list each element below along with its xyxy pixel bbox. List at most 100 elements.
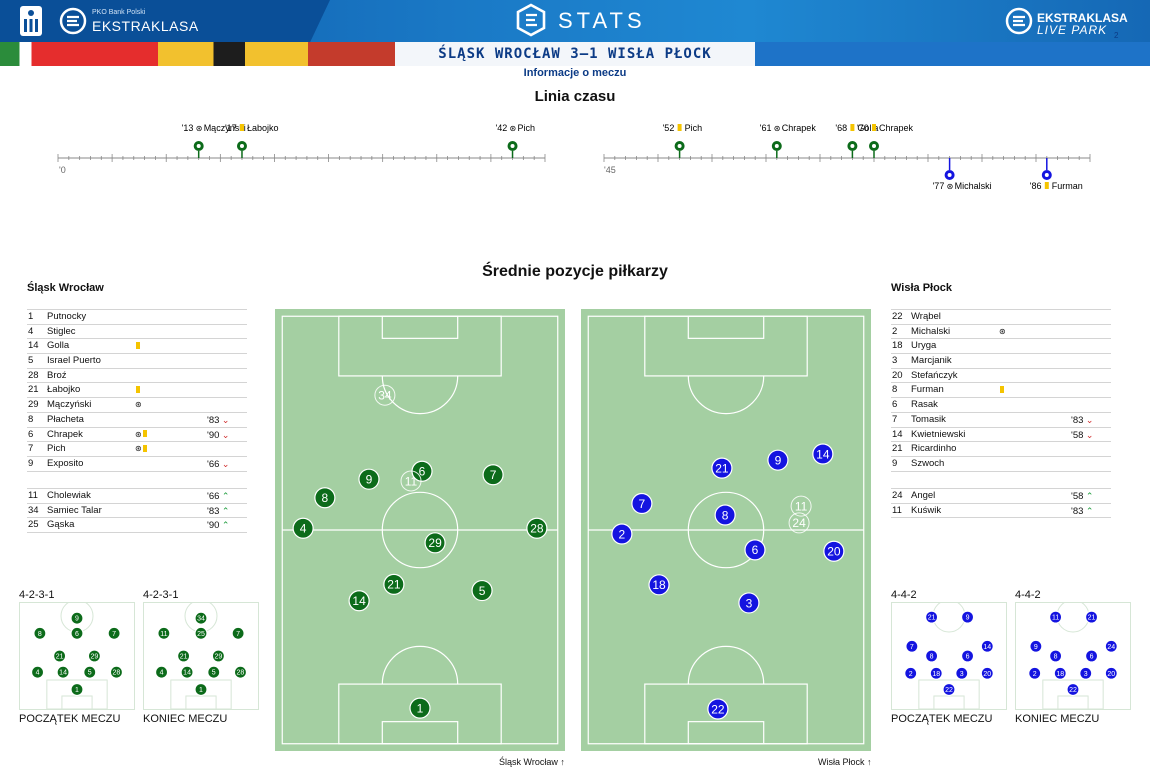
player-name: Broź [47,369,67,381]
lineup-row[interactable]: 4 Stiglec [27,325,247,340]
lineup-row[interactable]: 2 Michalski ⊛ [891,325,1111,340]
home-average-positions-pitch: 34 6 9 11 7 8 4 28 29 21 5 14 1 [275,309,565,751]
formation-player-marker: 8 [1048,649,1063,663]
header-graphics [20,3,1033,37]
lineup-row[interactable]: 14 Kwietniewski '58 ⌄ [891,428,1111,443]
lineup-row[interactable]: 21 Łabojko [27,383,247,399]
lineup-row[interactable]: 9 Szwoch [891,457,1111,472]
svg-text:29: 29 [428,536,442,550]
lineup-row[interactable]: 8 Płacheta '83 ⌄ [27,413,247,428]
svg-text:14: 14 [983,644,991,651]
formation-player-marker: 6 [960,649,975,663]
away-formation-start: 4-4-2 [891,589,917,601]
player-number: 14 [892,428,903,440]
formation-player-marker: 29 [87,649,102,663]
right-brand-line2: LIVE PARK [1037,23,1108,37]
yellow-card-icon [677,124,682,131]
timeline-home-event: '61 ⊛ Chrapek [760,123,817,158]
formation-player-marker: 14 [56,665,70,679]
lineup-row[interactable]: 18 Uryga [891,339,1111,355]
formation-player-marker: 25 [194,626,208,640]
player-number: 1 [28,311,34,322]
timeline-away-event: '77 ⊛ Michalski [933,158,992,191]
event-player: Chrapek [782,123,817,133]
goal-icon: ⊛ [196,124,203,133]
substitution-time: '66 ⌄ [207,457,229,472]
formation-player-marker: 6 [1084,649,1099,663]
formation-player-marker: 7 [231,626,245,640]
lineup-row[interactable]: 3 Marcjanik [891,354,1111,369]
formation-player-marker: 21 [52,649,67,663]
lineup-row[interactable]: 14 Golla [27,339,247,355]
player-name: Gąska [47,519,75,531]
formation-player-marker: 4 [30,665,45,679]
formation-player-marker: 18 [929,666,943,680]
player-number: 8 [28,413,34,425]
formation-player-marker: 20 [1104,666,1118,680]
event-player: Pich [518,123,536,133]
svg-text:5: 5 [479,584,486,598]
formation-player-marker: 3 [1079,666,1093,680]
svg-text:25: 25 [197,631,205,638]
substitution-time: '83 ⌄ [1071,413,1093,428]
svg-text:21: 21 [180,654,188,661]
away-average-positions-pitch: 9 14 21 7 11 8 24 2 6 20 18 3 22 [581,309,871,751]
svg-text:4: 4 [160,670,164,677]
lineup-row[interactable]: 8 Furman [891,383,1111,399]
player-name: Uryga [911,340,937,352]
svg-text:8: 8 [322,491,329,505]
svg-text:1: 1 [417,701,424,715]
formation-player-marker: 9 [960,610,975,624]
svg-text:18: 18 [932,671,940,678]
svg-text:21: 21 [56,654,64,661]
lineup-row[interactable]: 7 Tomasik '83 ⌄ [891,413,1111,428]
lineup-row[interactable]: 29 Mączyński ⊛ [27,398,247,413]
away-pitch-footer-label: Wisła Płock [818,757,865,767]
substitution-minute: '58 [1071,491,1084,502]
svg-text:11: 11 [795,499,808,513]
svg-text:3: 3 [1084,671,1088,678]
lineup-row[interactable]: 1 Putnocky [27,310,247,325]
event-icons: ⊛ [135,428,147,442]
formation-player-marker: 2 [1028,666,1042,680]
lineup-row[interactable]: 25 Gąska '90 ⌃ [27,518,247,534]
lineup-row[interactable]: 28 Broź [27,369,247,384]
lineup-row[interactable]: 20 Stefańczyk [891,369,1111,384]
player-name: Mączyński [47,399,92,411]
goal-icon: ⊛ [135,429,142,439]
sub-out-arrow-icon: ⌄ [1083,414,1094,425]
svg-text:7: 7 [910,644,914,651]
formation-player-marker: 1 [70,682,84,697]
header-left-panel [0,0,330,42]
timeline-axes [57,154,1091,162]
event-time: '13 [182,123,194,133]
lineup-row[interactable]: 5 Israel Puerto [27,354,247,369]
lineup-row[interactable]: 24 Angel '58 ⌃ [891,489,1111,504]
formation-player-marker: 3 [955,666,969,680]
lineup-row[interactable]: 22 Wrąbel [891,310,1111,325]
away-crest-strip [755,42,1150,66]
lineup-row[interactable]: 6 Chrapek ⊛ '90 ⌄ [27,428,247,443]
substitution-minute: '66 [207,458,220,470]
event-icons [135,383,140,397]
player-name: Angel [911,490,936,501]
lineup-row[interactable]: 11 Kuświk '83 ⌃ [891,504,1111,519]
formation-player-marker: 20 [980,666,994,680]
svg-text:6: 6 [75,631,79,638]
lineup-row[interactable]: 7 Pich ⊛ [27,442,247,457]
player-name: Golla [47,340,70,352]
lineup-row[interactable]: 34 Samiec Talar '83 ⌃ [27,504,247,519]
lineup-row[interactable]: 11 Cholewiak '66 ⌃ [27,489,247,504]
away-player-marker: 20 [823,540,845,562]
formation-player-marker: 21 [1084,610,1099,624]
event-time: '42 [496,123,508,133]
stats-logo-icon [516,3,546,37]
lineup-row[interactable]: 21 Ricardinho [891,442,1111,457]
lineup-row[interactable]: 9 Exposito '66 ⌄ [27,457,247,472]
live-park-logo-icon [1005,7,1033,35]
match-info-link[interactable]: Informacje o meczu [523,67,627,79]
away-player-marker: 22 [707,698,729,720]
lineup-row[interactable]: 6 Rasak [891,398,1111,413]
substitution-time: '83 ⌄ [207,413,229,428]
svg-text:7: 7 [490,468,497,482]
